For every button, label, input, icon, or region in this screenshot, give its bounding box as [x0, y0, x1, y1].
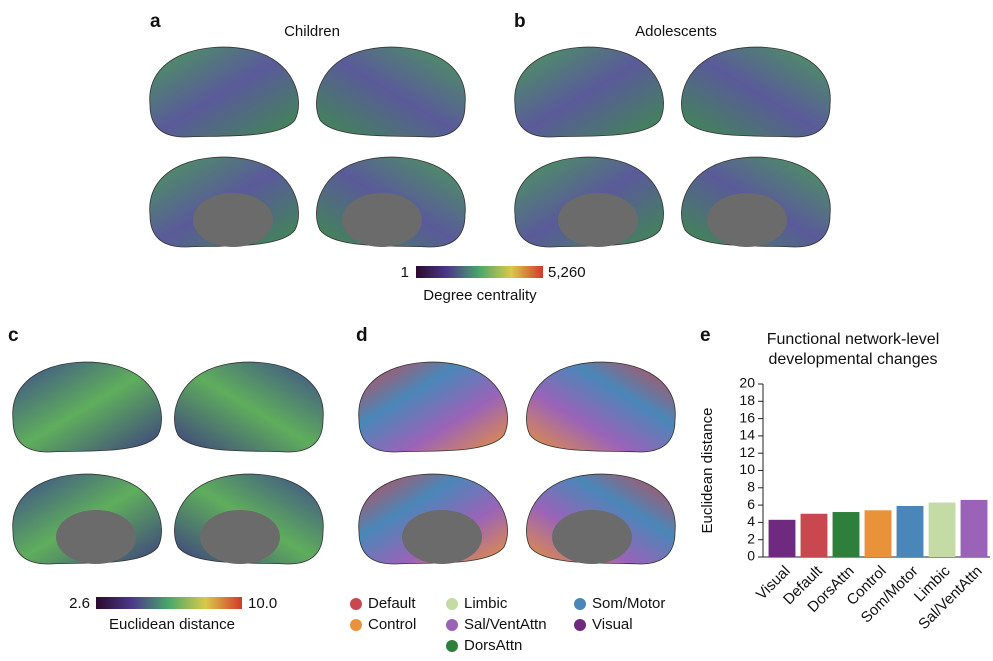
legend: Default Control Limbic Sal/VentAttn DorsAttn… [350, 595, 665, 654]
legend-label: DorsAttn [464, 637, 522, 654]
legend-label: Control [368, 616, 416, 633]
y-tick-label: 2 [747, 530, 755, 546]
panel-label: b [514, 11, 526, 32]
brain [12, 361, 162, 453]
brain [174, 361, 324, 453]
bar [896, 505, 924, 557]
medial-wall [342, 193, 422, 247]
panel-title: Adolescents [635, 23, 717, 40]
medial-wall [402, 510, 482, 564]
panel-label: d [356, 325, 368, 346]
y-tick-label: 20 [739, 375, 755, 391]
bar [768, 519, 796, 557]
legend-swatch [350, 598, 362, 610]
bar [960, 499, 988, 557]
y-tick-label: 16 [739, 409, 755, 425]
panel-label: a [150, 11, 161, 32]
panel-label: e [700, 325, 711, 346]
y-tick-label: 0 [747, 548, 755, 564]
colorbar-label: 1 [401, 264, 409, 281]
legend-swatch [446, 598, 458, 610]
brain [526, 361, 676, 453]
y-axis-label: Euclidean distance [699, 408, 716, 534]
y-tick-label: 4 [747, 513, 755, 529]
panel-label: c [8, 325, 19, 346]
bar [800, 513, 828, 557]
bar [928, 502, 956, 557]
y-tick-label: 14 [739, 427, 755, 443]
y-tick-label: 18 [739, 392, 755, 408]
bar [832, 512, 860, 557]
medial-wall [56, 510, 136, 564]
medial-wall [552, 510, 632, 564]
y-tick-label: 12 [739, 444, 755, 460]
brain [514, 46, 664, 138]
brain [316, 46, 466, 138]
legend-swatch [446, 619, 458, 631]
medial-wall [558, 193, 638, 247]
legend-swatch [350, 619, 362, 631]
medial-wall [200, 510, 280, 564]
colorbar-label: 5,260 [548, 264, 586, 281]
legend-label: Visual [592, 616, 633, 633]
y-tick-label: 6 [747, 496, 755, 512]
legend-swatch [446, 640, 458, 652]
legend-label: Som/Motor [592, 595, 665, 612]
legend-label: Limbic [464, 595, 508, 612]
brain [681, 46, 831, 138]
colorbar-label: 2.6 [69, 595, 90, 612]
colorbar [416, 266, 543, 278]
chart-title: Functional network-level developmental c… [766, 331, 940, 368]
colorbar-title: Euclidean distance [109, 616, 235, 633]
colorbar [96, 597, 242, 609]
legend-swatch [574, 619, 586, 631]
legend-label: Sal/VentAttn [464, 616, 547, 633]
legend-swatch [574, 598, 586, 610]
brain [149, 46, 299, 138]
colorbar-title: Degree centrality [423, 287, 537, 304]
colorbar-label: 10.0 [248, 595, 277, 612]
y-tick-label: 10 [739, 461, 755, 477]
medial-wall [707, 193, 787, 247]
legend-label: Default [368, 595, 416, 612]
panel-title: Children [284, 23, 340, 40]
y-tick-label: 8 [747, 479, 755, 495]
bar [864, 510, 892, 557]
brain [358, 361, 508, 453]
brain-images [12, 46, 831, 565]
medial-wall [193, 193, 273, 247]
